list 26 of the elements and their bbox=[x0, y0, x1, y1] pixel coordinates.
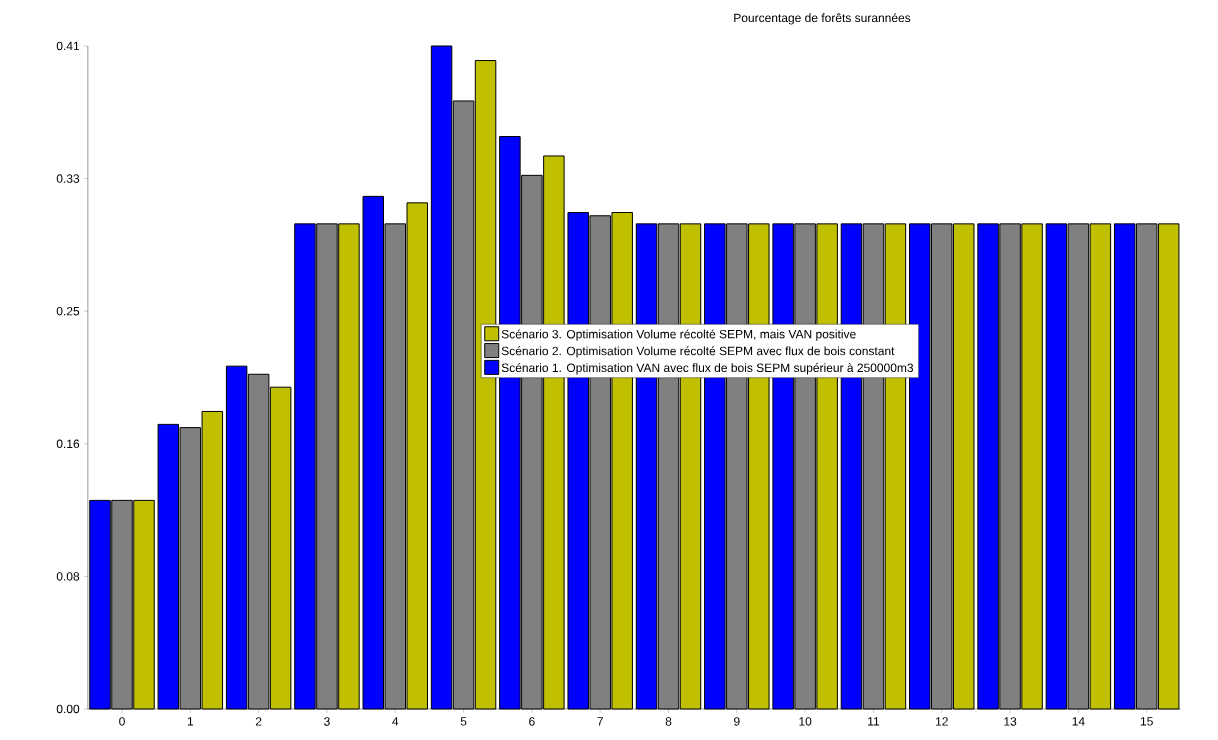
legend-label: Scénario 1. Optimisation VAN avec flux de bois SEPM supérieur à 250000m3 bbox=[501, 363, 914, 375]
x-tick-label: 6 bbox=[529, 717, 535, 726]
y-tick-label: 0.16 bbox=[56, 439, 80, 449]
x-tick-label: 5 bbox=[460, 717, 467, 726]
x-tick-label: 13 bbox=[1004, 717, 1017, 726]
x-tick-label: 14 bbox=[1072, 717, 1085, 726]
x-tick-label: 1 bbox=[187, 717, 194, 726]
x-tick-label: 7 bbox=[597, 717, 603, 726]
x-tick-label: 3 bbox=[324, 717, 330, 726]
x-tick-label: 4 bbox=[392, 717, 399, 726]
y-tick-label: 0.00 bbox=[56, 704, 80, 714]
x-tick-label: 2 bbox=[255, 717, 262, 726]
x-tick-label: 11 bbox=[868, 717, 880, 726]
y-tick-label: 0.41 bbox=[56, 41, 80, 51]
legend-label: Scénario 2. Optimisation Volume récolté SEPM avec flux de bois constant bbox=[501, 346, 895, 358]
x-tick-label: 8 bbox=[665, 717, 672, 726]
legend-label: Scénario 3. Optimisation Volume récolté SEPM, mais VAN positive bbox=[501, 329, 856, 341]
x-tick-label: 15 bbox=[1140, 717, 1153, 726]
x-tick-label: 10 bbox=[799, 717, 812, 726]
x-tick-label: 9 bbox=[734, 717, 740, 726]
y-tick-label: 0.25 bbox=[56, 306, 80, 316]
x-tick-label: 12 bbox=[936, 717, 948, 726]
y-tick-label: 0.08 bbox=[56, 572, 80, 581]
chart-title: Pourcentage de forêts surannées bbox=[734, 13, 911, 25]
y-tick-label: 0.33 bbox=[56, 174, 80, 183]
x-tick-label: 0 bbox=[119, 717, 125, 726]
